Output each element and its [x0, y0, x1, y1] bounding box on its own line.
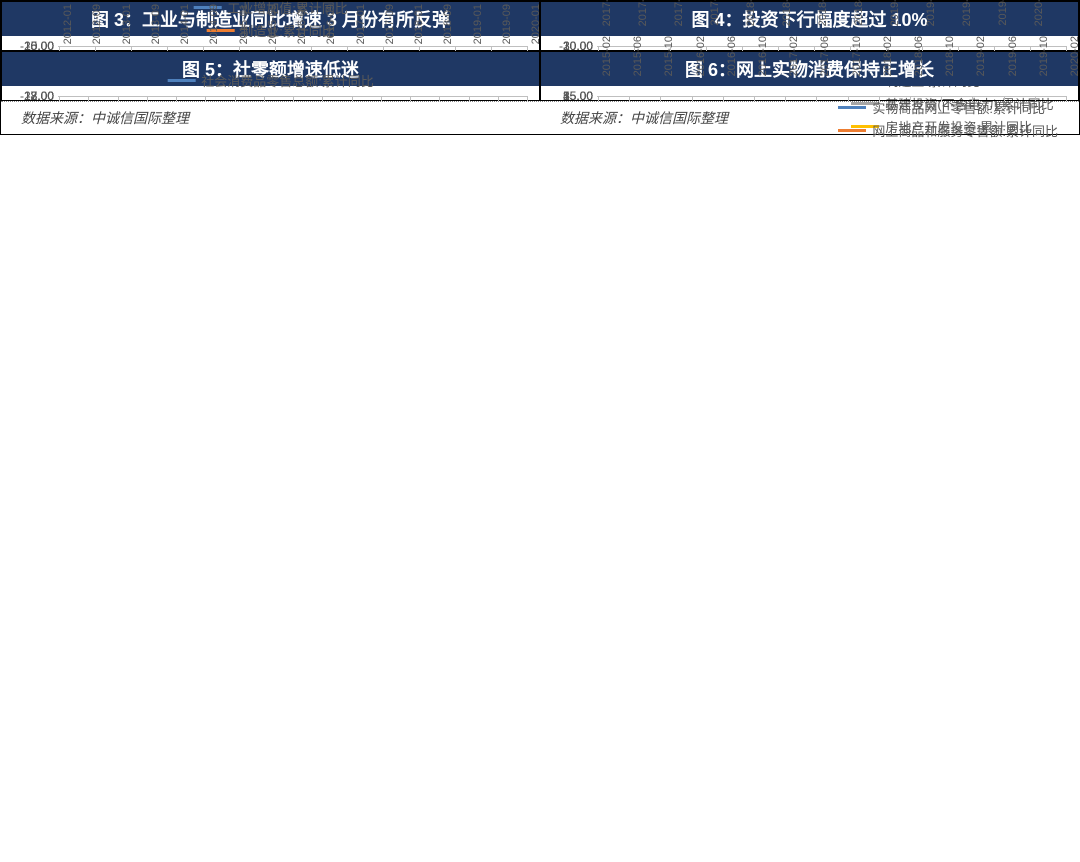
x-axis: 2015-02 2015-06 2015-10 2016-02 2016-06 2016-…	[597, 32, 1066, 92]
x-tick-label: 2016-09	[325, 4, 337, 44]
legend-swatch	[838, 106, 866, 109]
x-tick-label: 2013-01	[121, 4, 133, 44]
x-tick-label: 2016-06	[726, 36, 738, 76]
x-tick-label: 2020-02	[1033, 0, 1045, 26]
x-tick-label: 2017-11	[709, 0, 721, 26]
x-tick-label: 2017-06	[819, 36, 831, 76]
x-tick-label: 2016-01	[296, 4, 308, 44]
x-tick-label: 2015-09	[267, 4, 279, 44]
x-tick-label: 2019-09	[501, 4, 513, 44]
x-tick-label: 2014-09	[208, 4, 220, 44]
legend-swatch	[838, 129, 866, 132]
chart-grid: 图 3：工业与制造业同比增速 3 月份有所反弹 %-20.00-15.00-10…	[0, 0, 1080, 135]
x-tick-label: 2019-02	[889, 0, 901, 26]
y-tick-label: 18.00	[24, 89, 54, 103]
x-tick-label: 2020-02	[1069, 36, 1080, 76]
x-tick-label: 2017-09	[384, 4, 396, 44]
x-tick-label: 2017-02	[601, 0, 613, 26]
x-tick-label: 2018-01	[413, 4, 425, 44]
x-axis: 2012-01 2012-09 2013-01 2013-09 2014-01 2014-…	[58, 0, 527, 60]
x-tick-label: 2017-08	[673, 0, 685, 26]
chart-cell-6: 图 6：网上实物消费保持正增长 实物商品网上零售额:累计同比网上商品和服务零售额…	[540, 51, 1079, 101]
x-tick-label: 2012-01	[62, 4, 74, 44]
x-tick-label: 2018-06	[913, 36, 925, 76]
chart-body: -22.00-17.00-12.00-7.00-2.003.008.0013.0…	[2, 86, 539, 100]
x-tick-label: 2015-06	[632, 36, 644, 76]
plot-area	[58, 96, 527, 97]
x-tick-label: 2014-01	[179, 4, 191, 44]
legend-item: 社会消费品零售总额:累计同比	[167, 71, 374, 90]
x-tick-label: 2018-02	[745, 0, 757, 26]
x-tick-label: 2018-08	[817, 0, 829, 26]
x-tick-label: 2018-09	[442, 4, 454, 44]
x-tick-label: 2018-05	[781, 0, 793, 26]
x-tick-label: 2019-11	[997, 0, 1009, 26]
x-tick-label: 2017-05	[637, 0, 649, 26]
x-tick-label: 2019-05	[925, 0, 937, 26]
legend: 实物商品网上零售额:累计同比网上商品和服务零售额:累计同比	[838, 98, 1058, 140]
x-tick-label: 2019-02	[975, 36, 987, 76]
x-tick-label: 2020-01	[530, 4, 542, 44]
x-tick-label: 2016-02	[695, 36, 707, 76]
legend-item: 网上商品和服务零售额:累计同比	[838, 121, 1058, 140]
x-tick-label: 2019-08	[961, 0, 973, 26]
x-tick-label: 2019-10	[1038, 36, 1050, 76]
x-tick-label: 2016-10	[757, 36, 769, 76]
legend: 社会消费品零售总额:累计同比	[167, 71, 374, 90]
legend-swatch	[167, 79, 195, 82]
legend-label: 网上商品和服务零售额:累计同比	[872, 121, 1058, 140]
x-tick-label: 2015-01	[238, 4, 250, 44]
x-tick-label: 2017-10	[851, 36, 863, 76]
chart-body: 实物商品网上零售额:累计同比网上商品和服务零售额:累计同比-5.005.0015…	[541, 86, 1078, 100]
y-tick-label: 55.00	[563, 89, 593, 103]
x-tick-label: 2013-09	[150, 4, 162, 44]
x-tick-label: 2015-02	[601, 36, 613, 76]
chart-cell-5: 图 5：社零额增速低迷 -22.00-17.00-12.00-7.00-2.00…	[1, 51, 540, 101]
x-tick-label: 2012-09	[91, 4, 103, 44]
legend-item: 实物商品网上零售额:累计同比	[838, 98, 1058, 117]
x-tick-label: 2018-02	[882, 36, 894, 76]
legend-label: 实物商品网上零售额:累计同比	[872, 98, 1045, 117]
legend-label: 社会消费品零售总额:累计同比	[201, 71, 374, 90]
x-tick-label: 2019-06	[1007, 36, 1019, 76]
x-tick-label: 2017-02	[788, 36, 800, 76]
plot-area: 实物商品网上零售额:累计同比网上商品和服务零售额:累计同比	[597, 96, 1066, 97]
source-label-left: 数据来源：中诚信国际整理	[1, 102, 540, 134]
x-tick-label: 2018-10	[944, 36, 956, 76]
x-tick-label: 2019-01	[472, 4, 484, 44]
x-tick-label: 2017-01	[355, 4, 367, 44]
x-tick-label: 2018-11	[853, 0, 865, 26]
x-tick-label: 2015-10	[663, 36, 675, 76]
